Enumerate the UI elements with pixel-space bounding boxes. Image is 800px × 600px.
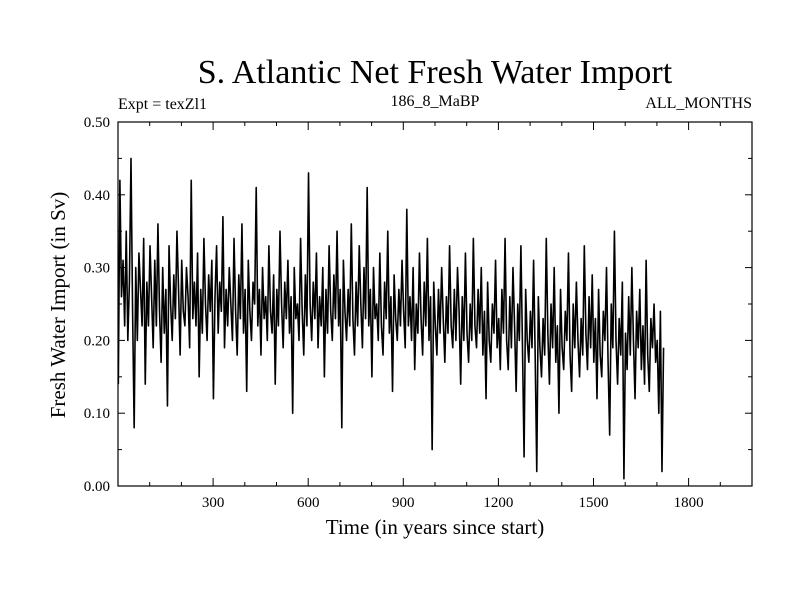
y-tick-label: 0.10 [84,406,110,422]
y-tick-label: 0.30 [84,261,110,277]
y-axis-label: Fresh Water Import (in Sv) [46,192,70,419]
x-axis-label: Time (in years since start) [326,515,545,539]
series-line-0 [117,157,665,480]
x-tick-label: 1500 [579,495,609,511]
x-tick-label: 900 [392,495,415,511]
x-tick-label: 300 [202,495,225,511]
y-tick-label: 0.20 [84,333,110,349]
y-tick-label: 0.40 [84,188,110,204]
y-tick-label: 0.00 [84,479,110,495]
experiment-label: Expt = texZl1 [118,96,207,113]
x-tick-label: 600 [297,495,320,511]
center-label: 186_8_MaBP [391,93,480,110]
plot-area: 0.00 0.10 0.20 0.30 0.40 0.50 300 600 900 1200 150… [84,115,753,511]
right-label: ALL_MONTHS [645,95,752,112]
x-tick-label: 1200 [483,495,513,511]
y-tick-label: 0.50 [84,115,110,131]
chart-title: S. Atlantic Net Fresh Water Import [198,54,673,91]
x-tick-label: 1800 [674,495,704,511]
